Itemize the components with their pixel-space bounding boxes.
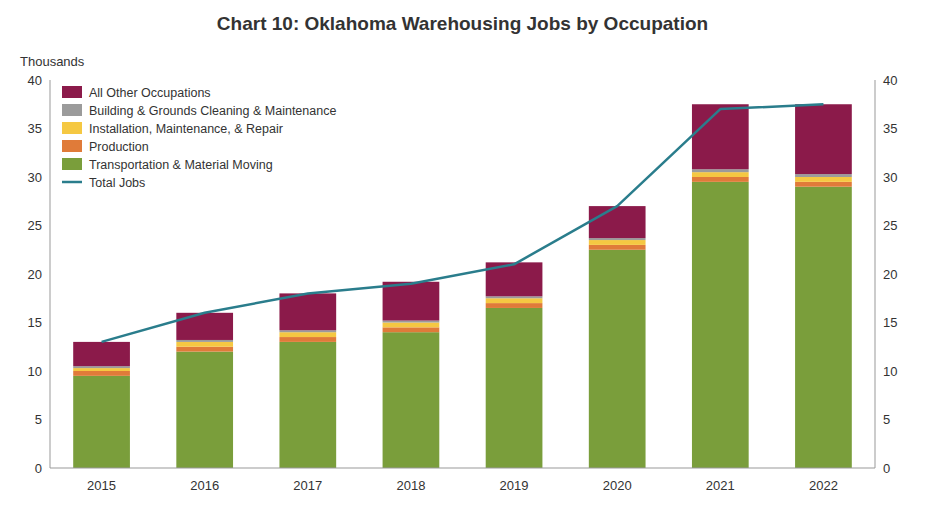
legend-label: Installation, Maintenance, & Repair xyxy=(89,122,283,136)
x-tick-label: 2022 xyxy=(809,478,838,493)
bar xyxy=(73,376,130,468)
y2-tick-label: 15 xyxy=(883,315,897,330)
y2-tick-label: 40 xyxy=(883,73,897,88)
y-tick-label: 5 xyxy=(35,412,42,427)
bar xyxy=(73,342,130,366)
bar xyxy=(486,296,543,298)
y-tick-label: 35 xyxy=(28,121,42,136)
chart: Chart 10: Oklahoma Warehousing Jobs by O… xyxy=(0,0,925,513)
x-tick-label: 2016 xyxy=(190,478,219,493)
y-tick-label: 10 xyxy=(28,364,42,379)
bar xyxy=(692,182,749,468)
legend-swatch xyxy=(62,86,82,98)
bar xyxy=(486,298,543,303)
legend-swatch xyxy=(62,104,82,116)
y2-tick-label: 20 xyxy=(883,267,897,282)
y-tick-label: 40 xyxy=(28,73,42,88)
bar xyxy=(279,293,336,330)
bar xyxy=(795,177,852,182)
bar xyxy=(383,323,440,328)
bar xyxy=(176,347,233,352)
y-tick-label: 0 xyxy=(35,461,42,476)
x-tick-label: 2019 xyxy=(500,478,529,493)
x-axis-line xyxy=(50,468,875,469)
legend-swatch xyxy=(62,158,82,170)
bar xyxy=(383,327,440,332)
bar xyxy=(795,104,852,174)
x-tick-label: 2018 xyxy=(396,478,425,493)
bar xyxy=(383,321,440,323)
bar xyxy=(692,172,749,177)
legend-label: All Other Occupations xyxy=(89,86,211,100)
x-tick-label: 2021 xyxy=(706,478,735,493)
plot-area xyxy=(73,104,852,468)
x-tick-label: 2015 xyxy=(87,478,116,493)
bar xyxy=(795,182,852,187)
y-tick-label: 15 xyxy=(28,315,42,330)
bar xyxy=(176,340,233,342)
bar xyxy=(279,332,336,337)
bar xyxy=(73,366,130,368)
y-axis-line xyxy=(50,80,51,468)
bar xyxy=(692,169,749,172)
bar xyxy=(279,337,336,342)
bar xyxy=(589,238,646,240)
x-tick-label: 2020 xyxy=(603,478,632,493)
y2-tick-label: 35 xyxy=(883,121,897,136)
legend: All Other Occupations Building & Grounds … xyxy=(62,86,336,190)
y-tick-label: 25 xyxy=(28,218,42,233)
y2-tick-label: 30 xyxy=(883,170,897,185)
bar xyxy=(795,187,852,468)
bar xyxy=(73,368,130,371)
legend-label: Total Jobs xyxy=(89,176,145,190)
bar xyxy=(589,245,646,250)
legend-label: Transportation & Material Moving xyxy=(89,158,273,172)
y2-tick-label: 0 xyxy=(883,461,890,476)
legend-swatch xyxy=(62,140,82,152)
y2-axis-line xyxy=(875,80,876,468)
bar xyxy=(176,352,233,468)
bar xyxy=(279,330,336,332)
y2-tick-label: 5 xyxy=(883,412,890,427)
bar xyxy=(589,206,646,238)
y-axis-label: Thousands xyxy=(20,54,85,69)
y2-tick-label: 10 xyxy=(883,364,897,379)
bar xyxy=(486,303,543,308)
bar xyxy=(692,104,749,169)
legend-swatch xyxy=(62,122,82,134)
y-tick-label: 20 xyxy=(28,267,42,282)
bar xyxy=(383,332,440,468)
bar xyxy=(486,308,543,468)
bar xyxy=(692,177,749,182)
bar xyxy=(279,342,336,468)
x-tick-label: 2017 xyxy=(293,478,322,493)
title: Chart 10: Oklahoma Warehousing Jobs by O… xyxy=(217,13,708,34)
legend-label: Production xyxy=(89,140,149,154)
bar xyxy=(589,250,646,468)
legend-swatch xyxy=(62,181,82,184)
bar xyxy=(176,313,233,340)
line xyxy=(102,104,824,342)
legend-label: Building & Grounds Cleaning & Maintenanc… xyxy=(89,104,336,118)
bar xyxy=(383,282,440,321)
bar xyxy=(589,240,646,245)
bar xyxy=(176,342,233,347)
bar xyxy=(795,174,852,177)
y-tick-label: 30 xyxy=(28,170,42,185)
y2-tick-label: 25 xyxy=(883,218,897,233)
bar xyxy=(73,371,130,376)
